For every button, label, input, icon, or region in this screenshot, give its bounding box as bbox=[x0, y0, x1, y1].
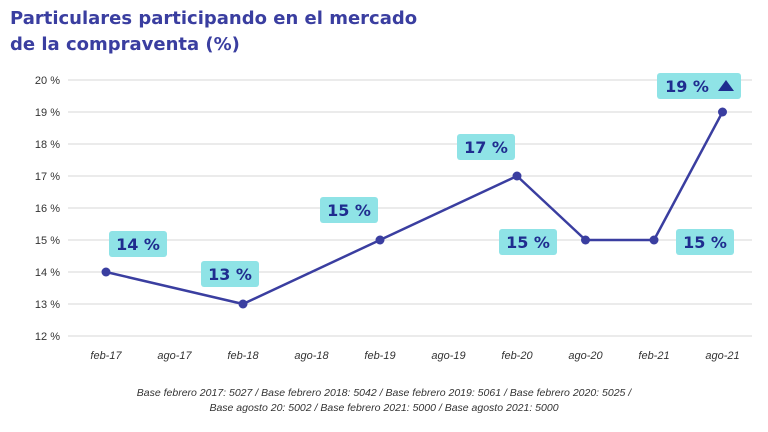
data-label: 14 % bbox=[109, 231, 167, 257]
data-point bbox=[238, 299, 248, 309]
x-tick-label: feb-20 bbox=[501, 350, 533, 362]
data-point bbox=[512, 171, 522, 181]
y-tick-label: 16 % bbox=[35, 203, 60, 215]
data-point bbox=[581, 235, 590, 245]
data-label-text: 19 % bbox=[665, 77, 709, 96]
chart-title-line-2: de la compraventa (%) bbox=[10, 34, 240, 55]
chart-title-line-1: Particulares participando en el mercado bbox=[10, 8, 418, 29]
x-axis-ticks: feb-17 ago-17 feb-18 ago-18 feb-19 ago-19 feb-… bbox=[90, 350, 739, 362]
data-label: 15 % bbox=[320, 197, 378, 223]
x-tick-label: ago-21 bbox=[705, 350, 739, 362]
x-tick-label: ago-19 bbox=[431, 350, 465, 362]
data-label-text: 15 % bbox=[683, 233, 727, 252]
x-tick-label: ago-17 bbox=[157, 350, 192, 362]
data-label: 13 % bbox=[201, 261, 259, 287]
data-point bbox=[101, 267, 111, 277]
y-tick-label: 19 % bbox=[35, 107, 60, 119]
data-label-box bbox=[201, 261, 259, 287]
x-tick-label: feb-18 bbox=[227, 350, 259, 362]
data-point bbox=[375, 235, 385, 245]
data-label-text: 15 % bbox=[506, 233, 550, 252]
data-label-box bbox=[657, 73, 741, 99]
x-tick-label: ago-20 bbox=[568, 350, 603, 362]
y-tick-label: 17 % bbox=[35, 171, 60, 183]
x-tick-label: feb-19 bbox=[364, 350, 395, 362]
y-tick-label: 20 % bbox=[35, 75, 60, 87]
data-label-box bbox=[320, 197, 378, 223]
x-tick-label: feb-21 bbox=[638, 350, 669, 362]
footnote-line-2: Base agosto 20: 5002 / Base febrero 2021… bbox=[209, 402, 559, 414]
data-point bbox=[718, 107, 727, 117]
data-label: 15 % bbox=[499, 229, 557, 255]
data-label: 19 % bbox=[657, 73, 741, 99]
y-tick-label: 12 % bbox=[35, 331, 60, 343]
data-label-box bbox=[499, 229, 557, 255]
data-points bbox=[101, 107, 727, 309]
up-triangle-icon bbox=[718, 80, 734, 91]
data-point bbox=[649, 235, 659, 245]
data-label-box bbox=[109, 231, 167, 257]
grid-layer bbox=[68, 79, 752, 337]
data-label-text: 17 % bbox=[464, 138, 508, 157]
y-tick-label: 15 % bbox=[35, 235, 60, 247]
y-tick-label: 13 % bbox=[35, 299, 60, 311]
x-tick-label: ago-18 bbox=[294, 350, 329, 362]
data-label: 15 % bbox=[676, 229, 734, 255]
footnote: Base febrero 2017: 5027 / Base febrero 2… bbox=[0, 386, 768, 416]
data-label-text: 13 % bbox=[208, 265, 252, 284]
data-labels: 14 % 13 % 15 % 17 % 15 % 15 % 19 % bbox=[109, 73, 741, 287]
data-label-box bbox=[676, 229, 734, 255]
y-axis-ticks: 12 % 13 % 14 % 15 % 16 % 17 % 18 % 19 % 20 % bbox=[35, 75, 60, 343]
y-tick-label: 14 % bbox=[35, 267, 60, 279]
data-label-text: 15 % bbox=[327, 201, 371, 220]
chart-title: Particulares participando en el mercado … bbox=[10, 6, 417, 58]
x-tick-label: feb-17 bbox=[90, 350, 122, 362]
y-tick-label: 18 % bbox=[35, 139, 60, 151]
data-label-text: 14 % bbox=[116, 235, 160, 254]
data-label: 17 % bbox=[457, 134, 515, 160]
data-label-box bbox=[457, 134, 515, 160]
footnote-line-1: Base febrero 2017: 5027 / Base febrero 2… bbox=[136, 387, 632, 399]
